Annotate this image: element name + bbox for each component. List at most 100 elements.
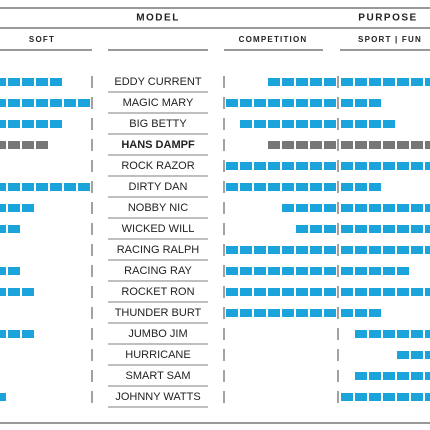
block: [369, 393, 381, 401]
block: [341, 267, 353, 275]
block: [8, 330, 20, 338]
block: [383, 141, 395, 149]
block: [282, 267, 294, 275]
block: [310, 78, 322, 86]
model-name: BIG BETTY: [129, 118, 187, 130]
block: [383, 162, 395, 170]
block: [0, 393, 6, 401]
block: [268, 120, 280, 128]
block: [282, 204, 294, 212]
block: [8, 183, 20, 191]
block: [310, 99, 322, 107]
competition-rating: [226, 309, 336, 317]
block: [411, 141, 423, 149]
block: [310, 309, 322, 317]
competition-rating: [226, 99, 336, 107]
soft-rating: [0, 141, 48, 149]
block: [22, 78, 34, 86]
block: [355, 330, 367, 338]
block: [355, 99, 367, 107]
sport-fun-rating: [341, 393, 430, 401]
block: [268, 78, 280, 86]
block: [324, 309, 336, 317]
block: [369, 141, 381, 149]
sport-fun-rating: [341, 309, 381, 317]
block: [254, 120, 266, 128]
block: [254, 288, 266, 296]
block: [296, 120, 308, 128]
model-name: JOHNNY WATTS: [115, 391, 200, 403]
block: [341, 204, 353, 212]
soft-rating: [0, 330, 34, 338]
block: [383, 267, 395, 275]
block: [355, 204, 367, 212]
block: [411, 78, 423, 86]
block: [50, 99, 62, 107]
block: [240, 99, 252, 107]
block: [8, 99, 20, 107]
block: [50, 120, 62, 128]
sport-fun-rating: [341, 183, 381, 191]
block: [411, 204, 423, 212]
block: [324, 99, 336, 107]
block: [282, 99, 294, 107]
block: [22, 141, 34, 149]
block: [310, 204, 322, 212]
block: [355, 288, 367, 296]
block: [296, 267, 308, 275]
block: [397, 288, 409, 296]
block: [369, 120, 381, 128]
header: MODEL: [136, 13, 180, 24]
sport-fun-rating: [341, 288, 430, 296]
block: [0, 183, 6, 191]
competition-rating: [296, 225, 336, 233]
block: [397, 351, 409, 359]
block: [397, 330, 409, 338]
block: [78, 99, 90, 107]
block: [0, 330, 6, 338]
block: [282, 141, 294, 149]
block: [397, 162, 409, 170]
block: [341, 309, 353, 317]
block: [369, 204, 381, 212]
block: [8, 120, 20, 128]
block: [369, 246, 381, 254]
model-name: MAGIC MARY: [123, 97, 194, 109]
block: [0, 120, 6, 128]
block: [0, 141, 6, 149]
block: [397, 78, 409, 86]
competition-rating: [240, 120, 336, 128]
competition-rating: [226, 246, 336, 254]
block: [240, 162, 252, 170]
model-name: WICKED WILL: [122, 223, 195, 235]
model-name: JUMBO JIM: [128, 328, 187, 340]
soft-rating: [0, 120, 62, 128]
block: [411, 225, 423, 233]
block: [8, 225, 20, 233]
block: [369, 267, 381, 275]
block: [397, 372, 409, 380]
block: [0, 267, 6, 275]
block: [383, 78, 395, 86]
sport-fun-rating: [341, 141, 430, 149]
block: [0, 78, 6, 86]
block: [341, 183, 353, 191]
model-name: RACING RAY: [124, 265, 192, 277]
block: [425, 78, 430, 86]
block: [296, 288, 308, 296]
model-name: ROCKET RON: [121, 286, 194, 298]
block: [411, 246, 423, 254]
block: [324, 288, 336, 296]
block: [341, 99, 353, 107]
block: [254, 183, 266, 191]
block: [282, 183, 294, 191]
block: [383, 372, 395, 380]
block: [355, 183, 367, 191]
block: [341, 162, 353, 170]
block: [282, 288, 294, 296]
block: [310, 225, 322, 233]
competition-rating: [226, 288, 336, 296]
competition-rating: [268, 78, 336, 86]
block: [36, 120, 48, 128]
block: [341, 141, 353, 149]
